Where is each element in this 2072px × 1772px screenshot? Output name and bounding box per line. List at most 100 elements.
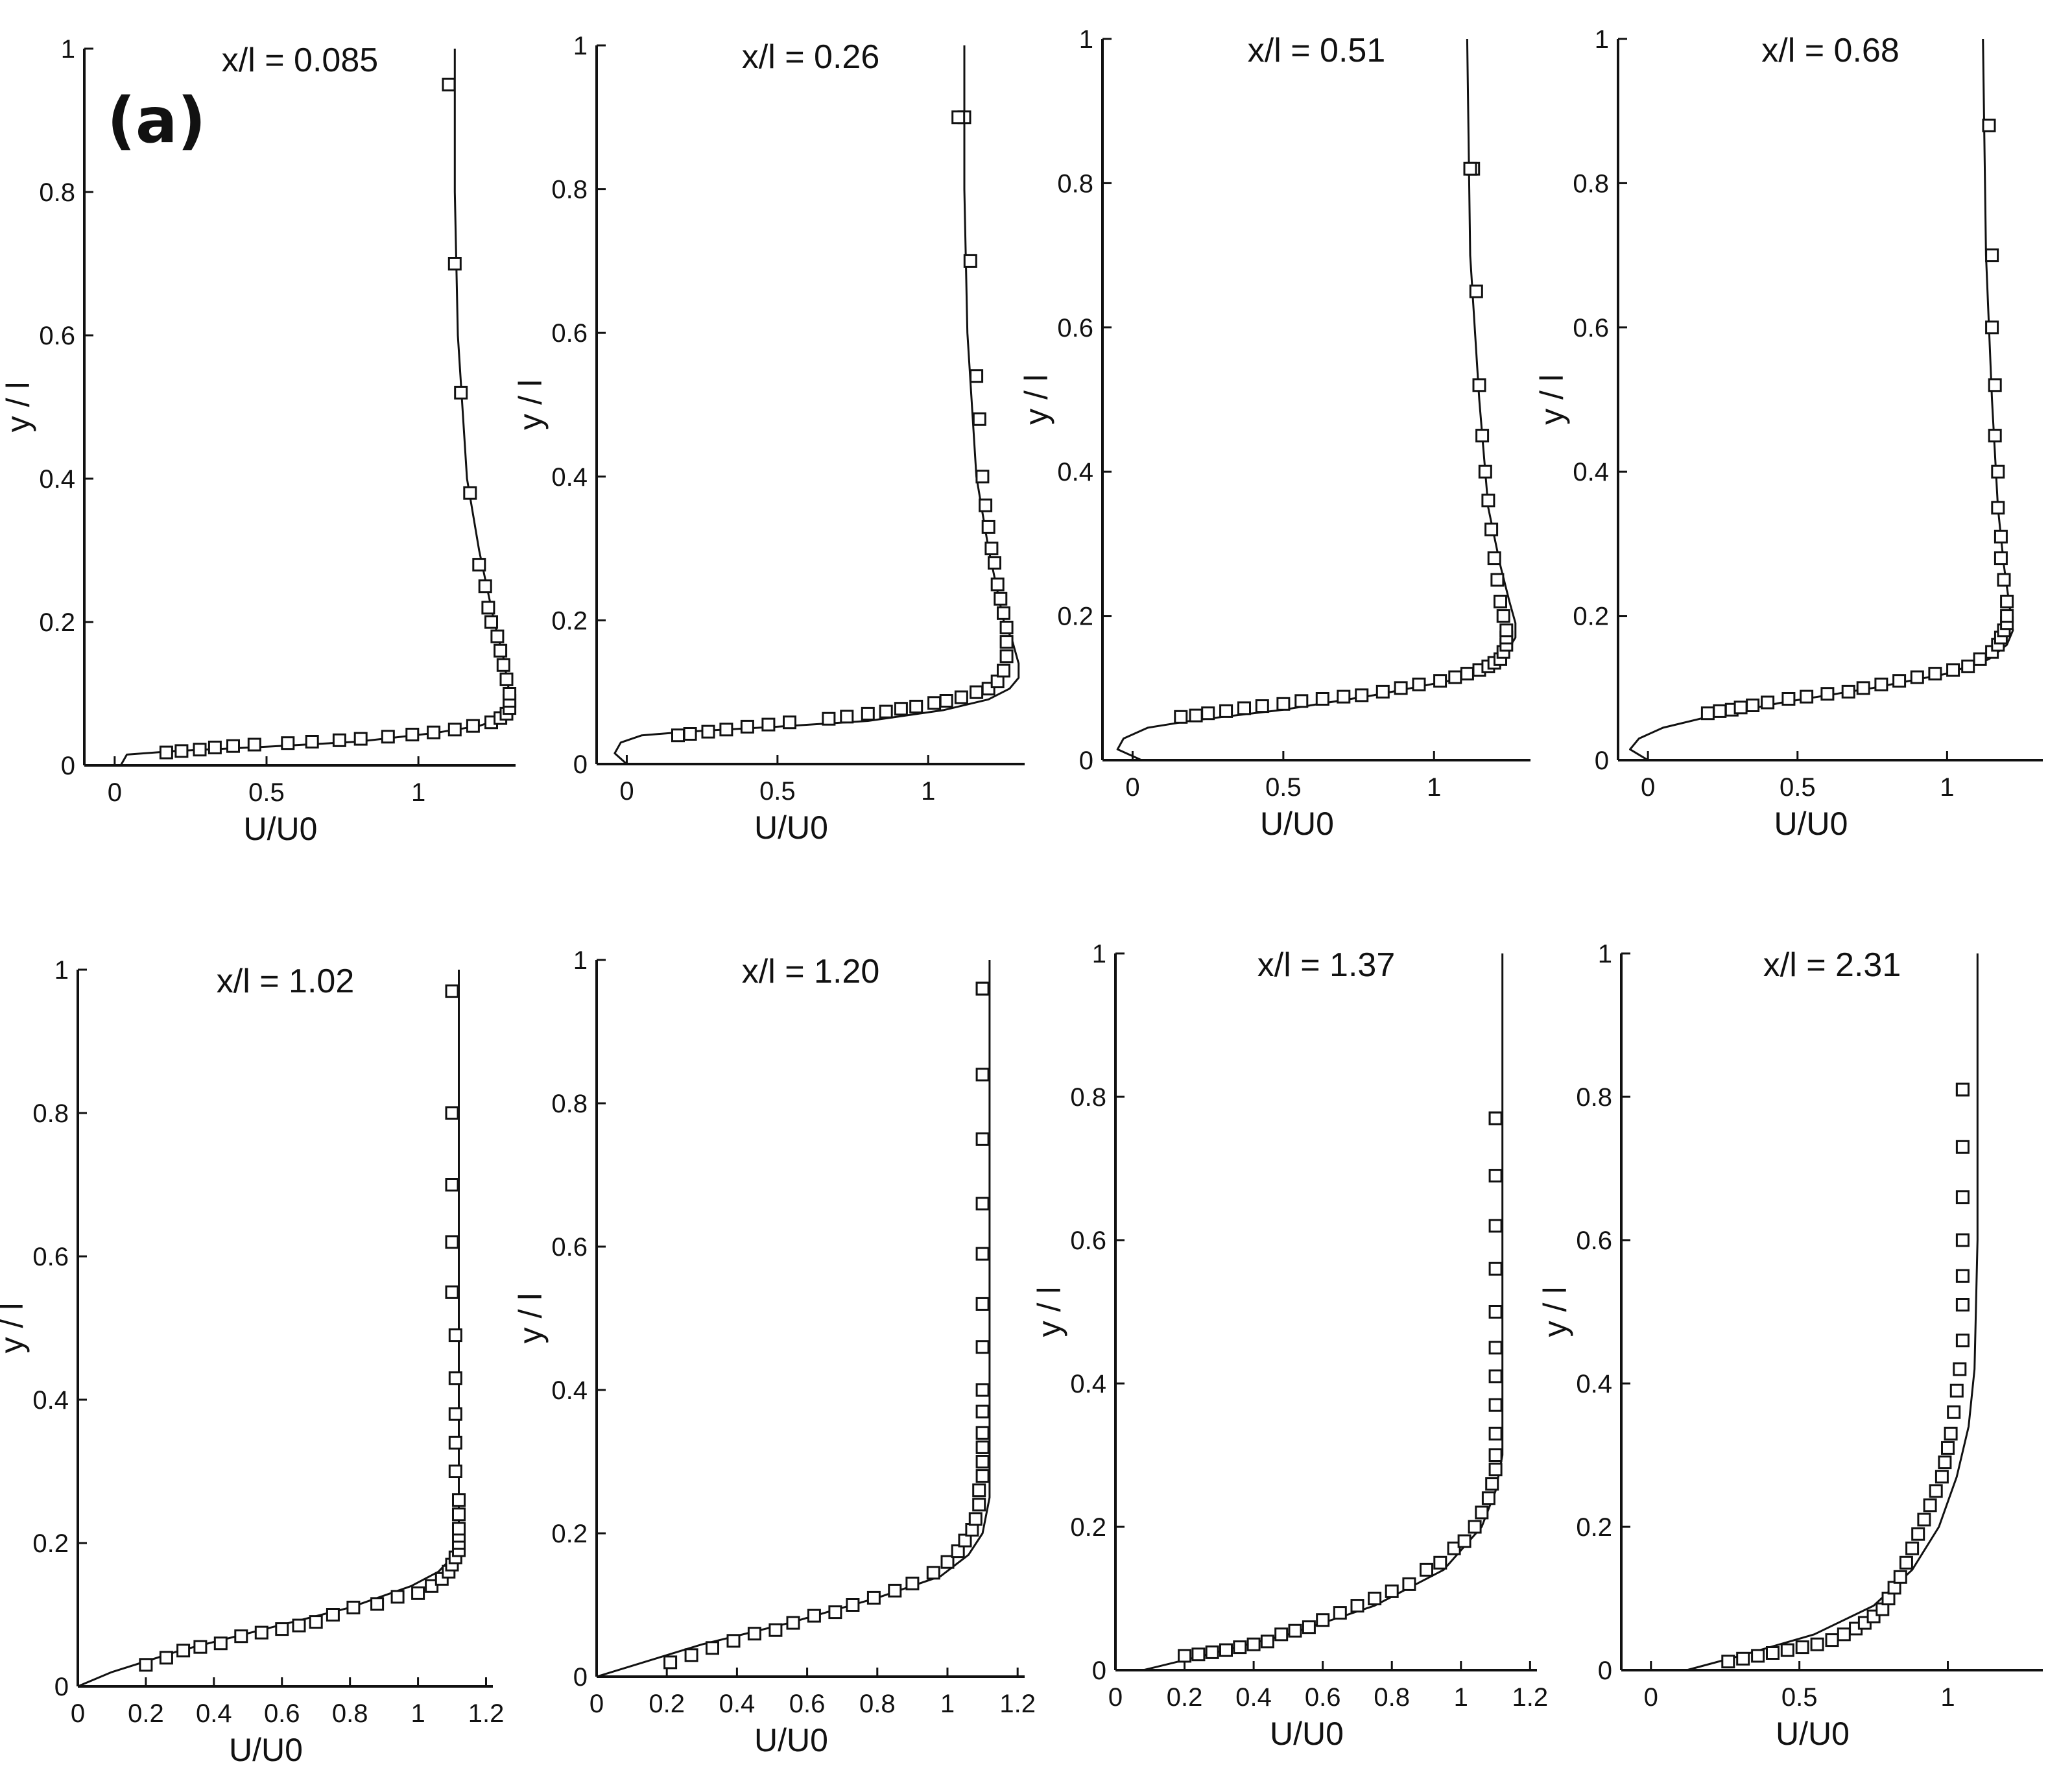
data-point-marker <box>1433 674 1447 688</box>
data-point-marker <box>309 1615 323 1629</box>
data-point-marker <box>990 577 1005 592</box>
data-point-marker <box>445 1235 459 1249</box>
data-point-marker <box>496 658 510 672</box>
y-tick-label: 0 <box>573 750 588 779</box>
data-point-marker <box>448 1371 462 1385</box>
x-tick-label: 0 <box>1644 1683 1658 1712</box>
data-point-marker <box>894 702 908 716</box>
data-point-marker <box>684 1648 698 1662</box>
data-point-marker <box>940 1555 955 1569</box>
data-point-marker <box>247 737 261 752</box>
data-point-marker <box>452 1522 466 1536</box>
x-tick-label: 0 <box>619 777 634 806</box>
x-tick-label: 1 <box>1940 1683 1955 1712</box>
data-point-marker <box>1355 688 1369 702</box>
data-point-marker <box>1457 1534 1471 1548</box>
data-point-marker <box>454 385 468 400</box>
data-point-marker <box>445 1178 459 1191</box>
y-tick-label: 0.6 <box>32 1243 69 1271</box>
data-point-marker <box>970 685 984 699</box>
data-point-marker <box>972 412 986 426</box>
data-point-marker <box>1928 667 1942 681</box>
y-tick-label: 0 <box>1079 747 1093 775</box>
data-point-marker <box>1713 704 1727 718</box>
data-point-marker <box>975 1426 990 1440</box>
data-point-marker <box>1961 659 1975 673</box>
data-point-marker <box>1955 1190 1970 1204</box>
y-tick-label: 1 <box>573 946 588 975</box>
data-point-marker <box>972 1483 986 1498</box>
data-point-marker <box>1490 573 1505 587</box>
data-point-marker <box>1316 1613 1330 1627</box>
data-point-marker <box>822 712 836 726</box>
data-point-marker <box>1463 162 1477 176</box>
data-point-marker <box>979 498 993 512</box>
data-point-marker <box>463 486 477 500</box>
data-point-marker <box>1949 1383 1964 1398</box>
data-point-marker <box>1751 1649 1765 1663</box>
x-tick-label: 1 <box>940 1690 955 1718</box>
data-point-marker <box>1997 573 2011 587</box>
x-tick-label: 1 <box>1427 773 1441 802</box>
data-point-marker <box>984 542 999 556</box>
data-point-marker <box>1472 378 1486 392</box>
data-point-marker <box>761 717 776 732</box>
data-point-marker <box>1394 681 1408 695</box>
data-point-marker <box>499 672 514 686</box>
x-tick-label: 0.8 <box>859 1690 896 1718</box>
data-point-marker <box>1991 464 2005 479</box>
data-point-marker <box>807 1609 821 1623</box>
y-tick-label: 0 <box>54 1673 69 1701</box>
x-tick-label: 1 <box>411 778 425 807</box>
data-point-marker <box>1781 692 1796 706</box>
data-point-marker <box>1488 1111 1503 1125</box>
data-point-marker <box>1935 1470 1949 1484</box>
data-point-marker <box>1488 1169 1503 1183</box>
y-tick-label: 0.8 <box>1070 1083 1106 1112</box>
data-point-marker <box>1991 501 2005 515</box>
data-point-marker <box>213 1636 228 1651</box>
data-point-marker <box>1947 1405 1961 1419</box>
data-point-marker <box>701 724 715 739</box>
data-point-marker <box>1337 689 1351 704</box>
data-point-marker <box>951 110 966 125</box>
data-point-marker <box>1201 706 1215 721</box>
data-point-marker <box>1893 1570 1907 1584</box>
y-tick-label: 1 <box>1092 940 1106 968</box>
data-point-marker <box>1910 670 1924 684</box>
data-point-marker <box>1276 697 1291 711</box>
chart-panel-2: 0 0.2 0.4 0.6 0.8 1 0 0.5 1 x/l = 0.26 U/U0 y / l <box>512 32 1025 846</box>
data-point-marker <box>159 745 173 760</box>
data-point-marker <box>970 369 984 383</box>
figure-panel-label: (a) <box>107 84 206 157</box>
data-point-marker <box>975 1440 990 1454</box>
data-point-marker <box>447 257 462 270</box>
data-point-marker <box>174 744 189 758</box>
x-tick-label: 1 <box>1940 773 1954 802</box>
y-tick-label: 0.8 <box>1573 169 1609 198</box>
data-point-marker <box>326 1608 340 1622</box>
data-point-marker <box>1985 248 1999 263</box>
data-point-marker <box>1350 1599 1364 1613</box>
data-point-marker <box>1420 1562 1433 1577</box>
data-point-marker <box>478 579 492 593</box>
y-tick-label: 0.8 <box>32 1099 69 1128</box>
data-point-marker <box>1985 320 1999 335</box>
y-tick-label: 0.6 <box>551 319 588 348</box>
data-point-marker <box>954 690 968 704</box>
x-tick-label: 0.5 <box>248 778 285 807</box>
data-point-marker <box>1488 1219 1503 1233</box>
model-line <box>1143 953 1504 1671</box>
chart-title: x/l = 2.31 <box>1763 946 1901 984</box>
x-tick-label: 0 <box>1108 1683 1123 1712</box>
data-point-marker <box>726 1634 741 1648</box>
y-tick-label: 1 <box>1079 25 1093 54</box>
y-tick-label: 0.4 <box>32 1386 69 1415</box>
data-point-marker <box>1721 1655 1735 1669</box>
data-point-marker <box>1938 1455 1952 1470</box>
data-point-marker <box>481 601 495 615</box>
chart-panel-7: 0 0.2 0.4 0.6 0.8 1 0 0.2 0.4 0.6 0.8 1 1.2 x/l = 1.3… <box>1031 940 1548 1752</box>
data-point-marker <box>786 1616 800 1630</box>
data-point-marker <box>445 984 459 998</box>
x-tick-label: 1 <box>921 777 935 806</box>
